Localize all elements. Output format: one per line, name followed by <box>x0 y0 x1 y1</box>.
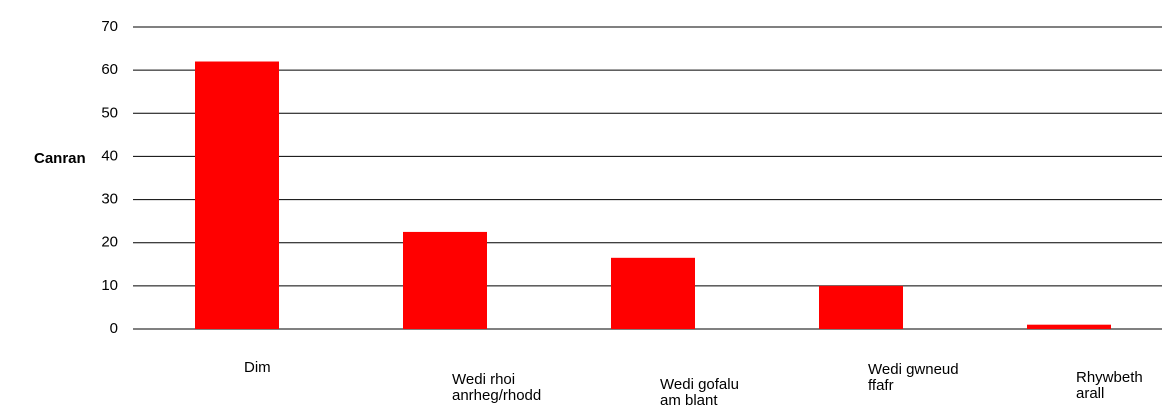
bar <box>1027 324 1111 329</box>
x-tick-label: Wedi gwneud ffafr <box>868 361 959 394</box>
y-tick-label: 20 <box>101 234 118 251</box>
bar <box>195 61 279 330</box>
bar <box>819 285 903 329</box>
x-tick-label: Dim <box>244 359 271 376</box>
x-tick-label: Wedi rhoi anrheg/rhodd <box>452 371 542 404</box>
y-tick-label: 70 <box>101 18 118 35</box>
y-tick-label: 60 <box>101 61 118 78</box>
y-tick-label: 50 <box>101 104 118 121</box>
y-tick-label: 30 <box>101 191 118 208</box>
y-tick-label: 0 <box>110 320 118 337</box>
bar <box>611 257 695 329</box>
y-tick-label: 10 <box>101 277 118 294</box>
bar <box>403 231 487 329</box>
y-axis-label: Canran <box>34 150 86 167</box>
y-tick-label: 40 <box>101 147 118 164</box>
x-tick-label: Rhywbeth arall <box>1076 369 1143 402</box>
x-tick-label: Wedi gofalu am blant <box>660 376 739 409</box>
